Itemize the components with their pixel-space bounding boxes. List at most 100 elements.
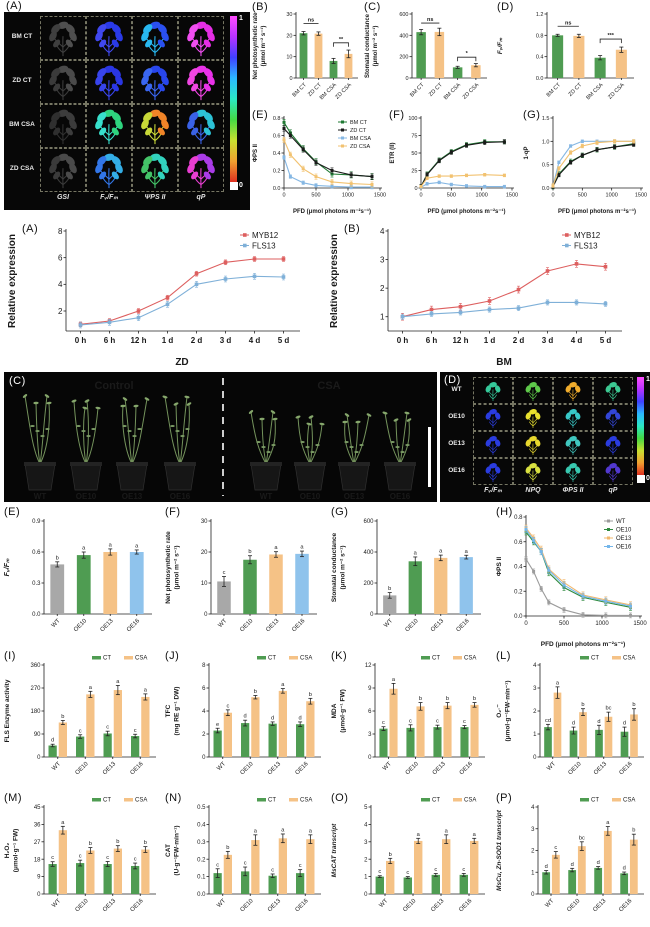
- x-tick-label: 2 d: [191, 336, 203, 345]
- panel-label-l: (L): [496, 650, 511, 662]
- bar: [131, 736, 140, 757]
- data-point: [449, 150, 453, 154]
- sig-letter: b: [61, 714, 64, 720]
- bar: [48, 864, 57, 894]
- chart-net-photosynthetic-rate-oe: 0 10 20 30 Net photosynthetic rate (μmol m⁻² …: [165, 519, 317, 633]
- x-axis-label: BM: [496, 357, 512, 367]
- y-axis-label: (μmol m⁻² s⁻¹): [260, 26, 267, 67]
- sig-letter: d: [623, 866, 626, 872]
- pot-label: OE16: [170, 492, 191, 501]
- panel-m-h2o2: (M) 0 9 18 27 36 45 H₂O₂ (μmol·g⁻¹ FW) c c c c a b b b C…: [2, 791, 162, 926]
- data-point: [282, 120, 286, 124]
- data-point: [429, 307, 434, 312]
- color-scale-min-box: [637, 475, 645, 483]
- pot-label: WT: [34, 492, 47, 501]
- fluor-cell: [513, 404, 553, 431]
- bar: [630, 714, 638, 757]
- panel-label-g4: (G): [331, 506, 349, 518]
- panel-g4-stomatal-bars: (G) 0 200 400 600 Stomatal conductance (μmol …: [329, 505, 491, 648]
- x-tick-label: 1 d: [484, 336, 496, 345]
- panel-label-f4: (F): [165, 506, 181, 518]
- y-axis-label: Fᵥ/Fₘ: [4, 558, 11, 576]
- legend-marker: [607, 528, 610, 531]
- data-point: [349, 185, 353, 189]
- panel-b1-net-photosynthesis: (B) 0 10 20 30 Net photosynthetic rate (μmol …: [250, 0, 362, 108]
- legend-label: CSA: [623, 798, 635, 804]
- y-tick-label: 0: [370, 612, 374, 618]
- y-tick-label: 3: [531, 827, 535, 833]
- data-point: [580, 139, 584, 143]
- sig-letter: c: [216, 862, 219, 868]
- bar: [243, 559, 257, 614]
- sig-letter: b: [632, 702, 635, 708]
- x-tick-label: 500: [559, 621, 570, 627]
- sig-letter: c: [299, 863, 302, 869]
- panel-a-fluorescence-grid: BM CT ZD CT BM CSA ZD CSA GSI Fᵥ/Fₘ ΨPS II qP 1 0: [4, 12, 250, 210]
- x-tick-label: ZD CT: [428, 82, 444, 98]
- plant-image: [525, 382, 541, 401]
- y-tick-label: 30: [286, 12, 292, 18]
- data-point: [136, 315, 141, 320]
- data-point: [437, 180, 441, 184]
- x-tick-label: 4 d: [571, 336, 583, 345]
- fluor-cell: [593, 431, 633, 458]
- x-tick-label: BM CSA: [443, 82, 462, 101]
- y-tick-label: 400: [399, 33, 408, 39]
- x-tick-label: OE16: [459, 761, 475, 777]
- panel-label-d1: (D): [497, 1, 514, 13]
- y-axis-label: (U·g⁻¹FW·min⁻¹): [174, 825, 181, 875]
- legend-marker: [565, 243, 569, 248]
- sig-letter: a: [439, 549, 443, 555]
- pot-label: WT: [260, 492, 273, 501]
- x-tick-label: OE10: [402, 898, 418, 914]
- legend-swatch: [453, 656, 462, 660]
- panel-n-cat: (N) 0.0 0.1 0.2 0.3 0.4 0.5 CAT (U·g⁻¹FW·min⁻¹)…: [163, 791, 327, 926]
- fluor-cell: [40, 148, 86, 192]
- legend-label: OE13: [616, 536, 632, 542]
- y-tick-label: 0.0: [197, 892, 206, 898]
- bar: [76, 555, 91, 614]
- sig-letter: a: [417, 832, 421, 838]
- bar: [620, 731, 629, 757]
- data-point: [437, 159, 441, 163]
- plant-image: [95, 65, 123, 101]
- plant-image: [605, 436, 621, 455]
- sig-letter: a: [109, 542, 113, 548]
- data-point: [194, 282, 199, 287]
- x-tick-label: 5 d: [278, 336, 290, 345]
- sig-label: ns: [565, 20, 571, 26]
- legend-swatch: [124, 798, 133, 802]
- row-label: WT: [451, 385, 462, 393]
- color-scale-min-box: [230, 182, 238, 190]
- y-tick-label: 3: [533, 686, 537, 692]
- plant-image: [485, 409, 501, 428]
- data-point: [330, 169, 334, 172]
- bar: [278, 838, 287, 894]
- data-line: [525, 531, 631, 608]
- sig-letter: c: [462, 867, 465, 873]
- data-point: [562, 583, 566, 587]
- bar: [268, 723, 277, 757]
- data-point: [223, 260, 228, 265]
- y-tick-label: 6: [58, 253, 63, 262]
- chart-etr-vs-pfd: 0 25 50 75 100 ETR (II) 0 500 1000 1500 PFD (μmol …: [390, 116, 518, 215]
- bar: [383, 595, 397, 614]
- legend-swatch: [289, 798, 298, 802]
- sig-label: ns: [308, 18, 314, 24]
- legend-swatch: [421, 798, 430, 802]
- y-tick-label: 0: [368, 755, 372, 761]
- y-tick-label: 30: [201, 519, 208, 525]
- x-tick-label: WT: [51, 618, 62, 629]
- y-tick-label: 9: [368, 686, 372, 692]
- y-tick-label: 0.4: [536, 55, 544, 61]
- y-tick-label: 9: [37, 875, 41, 881]
- fluor-cell: [40, 104, 86, 148]
- y-tick-label: 0: [37, 755, 41, 761]
- y-tick-label: 1.0: [542, 139, 550, 145]
- sig-letter: c: [271, 867, 274, 873]
- panel-c1-stomatal-conductance: (C) 0 200 400 600 Stomatal conductance (μmol …: [362, 0, 495, 108]
- x-tick-label: OE16: [619, 761, 635, 777]
- x-tick-label: OE16: [456, 618, 472, 634]
- data-point: [370, 175, 374, 179]
- sig-letter: b: [248, 549, 251, 555]
